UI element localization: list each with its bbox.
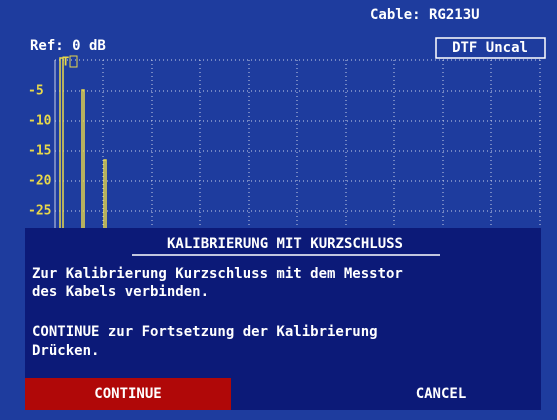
y-label: -20 — [28, 174, 52, 189]
cancel-label[interactable]: CANCEL — [416, 386, 467, 402]
dialog-line: Drücken. — [32, 343, 99, 359]
trace — [81, 89, 85, 230]
mode-label: DTF Uncal — [452, 40, 528, 56]
continue-button[interactable] — [25, 378, 231, 410]
dialog-title: KALIBRIERUNG MIT KURZSCHLUSS — [167, 236, 403, 252]
dialog-line: des Kabels verbinden. — [32, 284, 209, 300]
cable-label: Cable: RG213U — [370, 7, 480, 23]
grid — [55, 59, 541, 230]
ref-label: Ref: 0 dB — [30, 38, 106, 54]
marker-box — [69, 55, 78, 68]
dialog-line: Zur Kalibrierung Kurzschluss mit dem Mes… — [32, 266, 403, 282]
marker-label: T — [62, 55, 69, 69]
y-labels: -5 -10 -15 -20 -25 — [28, 84, 52, 219]
y-label: -15 — [28, 144, 51, 159]
dialog-line: CONTINUE zur Fortsetzung der Kalibrierun… — [32, 324, 378, 340]
y-label: -10 — [28, 114, 52, 129]
trace — [103, 159, 107, 230]
y-label: -25 — [28, 204, 51, 219]
y-label: -5 — [28, 84, 44, 99]
continue-label[interactable]: CONTINUE — [94, 386, 161, 402]
dialog — [25, 228, 541, 378]
mode-box — [435, 37, 546, 59]
